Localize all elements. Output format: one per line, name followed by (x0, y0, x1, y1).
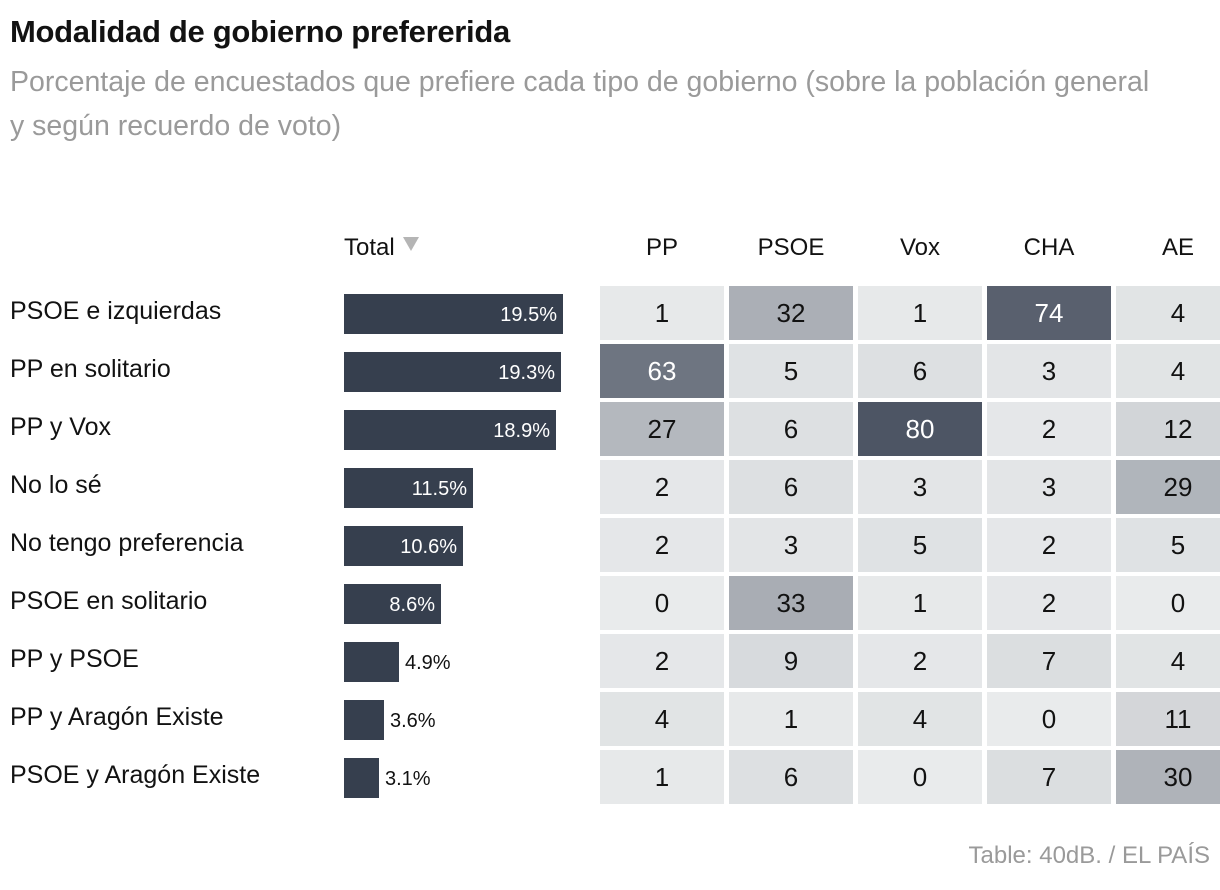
total-column-header[interactable]: Total (344, 232, 419, 264)
table-cell: 6 (729, 402, 853, 456)
table-cell: 80 (858, 402, 982, 456)
table-cell: 4 (1116, 344, 1220, 398)
table-cell: 5 (858, 518, 982, 572)
table-cell: 6 (729, 750, 853, 804)
source-note: Table: 40dB. / EL PAÍS (968, 842, 1210, 869)
total-bar (344, 584, 441, 624)
table-cell: 2 (600, 634, 724, 688)
table-cell: 2 (987, 576, 1111, 630)
table-cell: 5 (729, 344, 853, 398)
table-cell: 6 (729, 460, 853, 514)
column-header-ae[interactable]: AE (1161, 234, 1194, 261)
total-bar (344, 700, 384, 740)
table-cell: 4 (858, 692, 982, 746)
total-bar (344, 352, 561, 392)
table-cell: 4 (600, 692, 724, 746)
sort-desc-icon[interactable] (402, 237, 419, 251)
table-cell: 12 (1116, 402, 1220, 456)
row-label: PSOE en solitario (10, 587, 208, 615)
total-header-label: Total (344, 234, 395, 261)
table-cell: 3 (987, 460, 1111, 514)
table-cell: 6 (858, 344, 982, 398)
total-bar-label: 4.9% (405, 652, 451, 674)
column-header-psoe[interactable]: PSOE (757, 234, 825, 261)
total-bar-label: 8.6% (389, 594, 435, 616)
total-bar (344, 468, 473, 508)
chart-title: Modalidad de gobierno prefererida (10, 14, 510, 49)
total-bar (344, 294, 563, 334)
row-label: No lo sé (10, 471, 102, 499)
table-cell: 4 (1116, 286, 1220, 340)
table-cell: 3 (987, 344, 1111, 398)
table-cell: 5 (1116, 518, 1220, 572)
table-cell: 2 (987, 518, 1111, 572)
table-cell: 2 (858, 634, 982, 688)
table-cell: 2 (600, 518, 724, 572)
total-bar-label: 19.3% (498, 362, 555, 384)
table-cell: 11 (1116, 692, 1220, 746)
table-cell: 74 (987, 286, 1111, 340)
total-bar-label: 10.6% (400, 536, 457, 558)
table-cell: 3 (729, 518, 853, 572)
table-cell: 9 (729, 634, 853, 688)
row-label: PSOE y Aragón Existe (10, 761, 261, 789)
table-cell: 63 (600, 344, 724, 398)
row-label: PP en solitario (10, 355, 171, 383)
table-cell: 3 (858, 460, 982, 514)
total-bar (344, 526, 463, 566)
table-cell: 0 (858, 750, 982, 804)
row-label: PP y PSOE (10, 645, 139, 673)
total-bar-label: 19.5% (500, 304, 557, 326)
table-cell: 1 (729, 692, 853, 746)
total-bar-label: 11.5% (411, 478, 467, 500)
total-bar-label: 18.9% (493, 420, 550, 442)
row-label: PSOE e izquierdas (10, 297, 222, 325)
table-cell: 27 (600, 402, 724, 456)
table-cell: 33 (729, 576, 853, 630)
total-bar-label: 3.6% (390, 710, 436, 732)
table-cell: 7 (987, 634, 1111, 688)
row-label: No tengo preferencia (10, 529, 244, 557)
chart-subtitle: Porcentaje de encuestados que prefiere c… (10, 66, 1150, 142)
column-header-cha[interactable]: CHA (1023, 234, 1075, 261)
table-cell: 30 (1116, 750, 1220, 804)
column-header-pp[interactable]: PP (645, 234, 678, 261)
row-label: PP y Vox (10, 413, 111, 441)
total-bar (344, 642, 399, 682)
table-cell: 29 (1116, 460, 1220, 514)
table-cell: 1 (858, 286, 982, 340)
table-cell: 4 (1116, 634, 1220, 688)
table-cell: 7 (987, 750, 1111, 804)
table-cell: 2 (987, 402, 1111, 456)
total-bar (344, 758, 379, 798)
table-cell: 32 (729, 286, 853, 340)
table-cell: 1 (858, 576, 982, 630)
table-cell: 0 (600, 576, 724, 630)
column-header-vox[interactable]: Vox (899, 234, 941, 261)
table-cell: 1 (600, 750, 724, 804)
table-cell: 2 (600, 460, 724, 514)
total-bar (344, 410, 556, 450)
table-cell: 1 (600, 286, 724, 340)
table-cell: 0 (1116, 576, 1220, 630)
total-bar-label: 3.1% (385, 768, 431, 790)
row-label: PP y Aragón Existe (10, 703, 224, 731)
table-cell: 0 (987, 692, 1111, 746)
